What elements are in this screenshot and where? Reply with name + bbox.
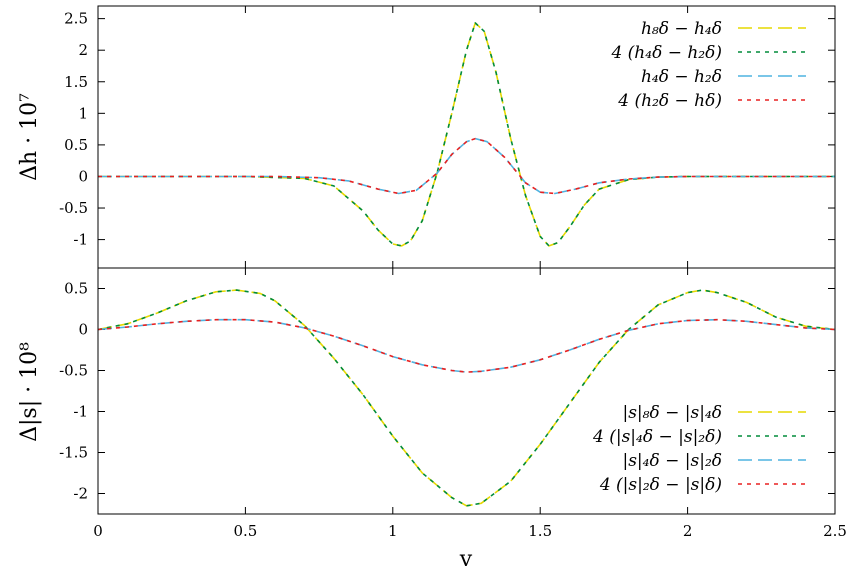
x-tick-label: 1 — [388, 522, 398, 540]
x-tick-label: 1.5 — [528, 522, 552, 540]
x-tick-label: 2 — [683, 522, 693, 540]
bottom-ticks: -2 -1.5 -1 -0.5 0 0.5 0 0.5 1 1.5 2 2.5 — [59, 268, 847, 540]
top-series-line-4 — [98, 137, 835, 195]
bottom-y-tick-label: 0.5 — [64, 280, 88, 298]
top-y-tick-label: 2 — [78, 41, 88, 59]
top-y-tick-label: 1.5 — [64, 73, 88, 91]
x-tick-label: 0 — [93, 522, 103, 540]
top-ticks: -1 -0.5 0 0.5 1 1.5 2 2.5 — [59, 6, 836, 268]
top-y-tick-label: -0.5 — [59, 199, 88, 217]
bottom-y-tick-label: -2 — [73, 485, 88, 503]
bottom-series-line-4 — [97, 318, 836, 373]
top-legend: h₈δ − h₄δ 4 (h₄δ − h₂δ) h₄δ − h₂δ 4 (h₂δ − … — [610, 19, 806, 111]
x-tick-label: 0.5 — [233, 522, 257, 540]
top-y-tick-label: 2.5 — [64, 10, 88, 28]
x-axis-label: v — [459, 547, 473, 572]
top-series-line-2 — [98, 22, 835, 247]
bottom-legend-label-4: 4 (|s|₂δ − |s|δ) — [599, 475, 722, 495]
bottom-y-tick-label: 0 — [78, 321, 88, 339]
bottom-y-tick-label: -1 — [73, 403, 88, 421]
top-series-lines — [98, 22, 835, 247]
bottom-legend: |s|₈δ − |s|₄δ 4 (|s|₄δ − |s|₂δ) |s|₄δ − |s… — [592, 403, 806, 495]
bottom-y-tick-label: -1.5 — [59, 444, 88, 462]
bottom-y-tick-label: -0.5 — [59, 362, 88, 380]
bottom-legend-label-2: 4 (|s|₄δ − |s|₂δ) — [592, 427, 722, 447]
top-y-tick-label: 0 — [78, 167, 88, 185]
top-series-line-3 — [98, 137, 835, 195]
top-legend-label-2: 4 (h₄δ − h₂δ) — [610, 43, 722, 63]
bottom-plot-frame — [97, 267, 836, 515]
top-y-axis-label: Δh · 10⁷ — [17, 93, 42, 181]
top-plot-frame — [97, 5, 836, 269]
top-series-line-1 — [98, 22, 835, 247]
x-tick-label: 2.5 — [823, 522, 847, 540]
top-y-tick-label: -1 — [73, 231, 88, 249]
top-legend-label-3: h₄δ − h₂δ — [641, 67, 722, 87]
top-legend-label-4: 4 (h₂δ − hδ) — [617, 91, 722, 111]
panel-bottom-s-difference: -2 -1.5 -1 -0.5 0 0.5 0 0.5 1 1.5 2 2.5 |s|₈δ − |s|… — [17, 267, 847, 572]
bottom-series-line-1 — [97, 289, 836, 507]
top-y-tick-label: 1 — [78, 104, 88, 122]
bottom-legend-label-1: |s|₈δ − |s|₄δ — [622, 403, 722, 423]
top-legend-label-1: h₈δ − h₄δ — [641, 19, 722, 39]
bottom-y-axis-label: Δ|s| · 10⁸ — [17, 342, 42, 442]
bottom-legend-label-3: |s|₄δ − |s|₂δ — [622, 451, 722, 471]
bottom-series-lines — [97, 289, 836, 507]
top-y-tick-label: 0.5 — [64, 136, 88, 154]
bottom-series-line-2 — [97, 289, 836, 507]
bottom-series-line-3 — [97, 318, 836, 373]
panel-top-height-difference: -1 -0.5 0 0.5 1 1.5 2 2.5 h₈δ − h₄δ 4 (h₄δ − h₂δ… — [17, 5, 836, 269]
